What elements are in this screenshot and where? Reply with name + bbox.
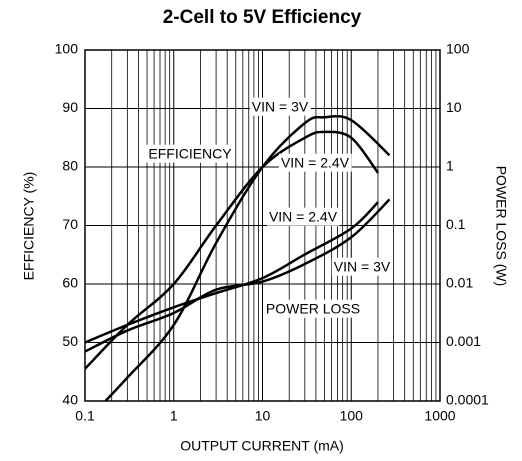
label-background [278,153,352,172]
x-tick-label: 0.1 [75,408,95,424]
plot-frame [84,49,441,402]
x-tick-label: 1000 [424,408,455,424]
x-axis-label: OUTPUT CURRENT (mA) [180,438,344,454]
y2-tick-label: 1 [446,158,454,174]
y-tick-label: 90 [62,99,78,115]
y2-axis-label: POWER LOSS (W) [493,166,509,287]
series-line [84,198,391,353]
y-tick-label: 70 [62,216,78,232]
series-line [104,114,391,402]
y2-tick-label: 0.001 [446,333,481,349]
series-label: VIN = 2.4V [269,209,338,225]
label-background [263,299,363,318]
y-tick-label: 80 [62,158,78,174]
y2-tick-label: 100 [446,41,470,57]
x-tick-label: 1 [170,408,178,424]
y2-tick-label: 0.01 [446,275,473,291]
y-axis-label: EFFICIENCY (%) [21,172,37,281]
y-tick-label: 40 [62,392,78,408]
y2-tick-label: 0.1 [446,216,466,232]
annotation: EFFICIENCY [148,146,232,162]
y-tick-label: 60 [62,275,78,291]
label-background [249,97,311,116]
label-background [266,207,340,226]
label-background [331,257,393,276]
y-tick-label: 50 [62,333,78,349]
series-label: VIN = 2.4V [281,155,350,171]
x-tick-label: 100 [340,408,364,424]
chart-title: 2-Cell to 5V Efficiency [163,7,362,28]
series-label: VIN = 3V [252,99,309,115]
y-tick-label: 100 [55,41,79,57]
series-line [84,130,379,370]
x-tick-label: 10 [255,408,271,424]
y2-tick-label: 10 [446,99,462,115]
label-background [146,144,235,163]
annotation: POWER LOSS [266,301,360,317]
y2-tick-label: 0.0001 [446,392,489,408]
series-label: VIN = 3V [334,259,391,275]
